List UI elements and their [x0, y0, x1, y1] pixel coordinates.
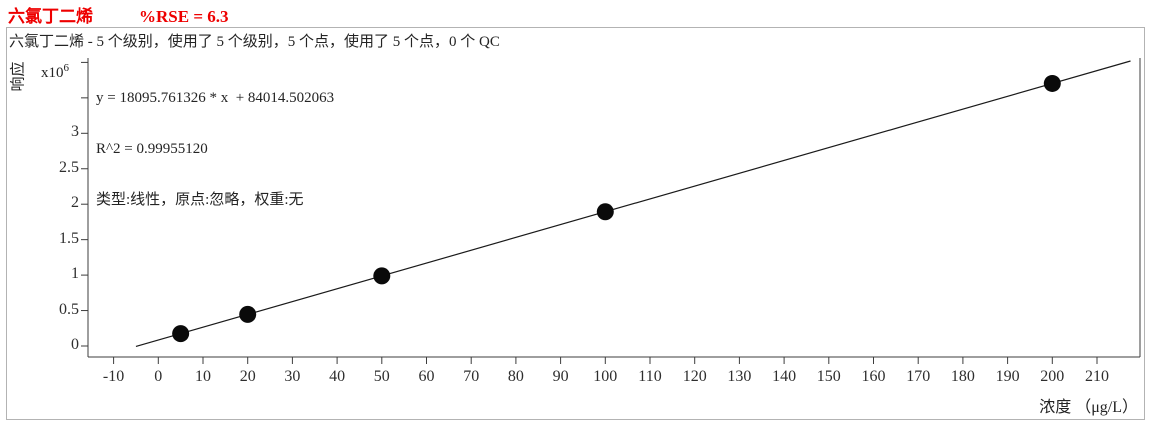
x-tick-label: 10	[195, 368, 211, 385]
y-tick-label: 0	[71, 336, 79, 353]
y-tick-label: 2.5	[59, 158, 79, 176]
fit-equation: y = 18095.761326 * x + 84014.502063	[96, 90, 335, 106]
y-tick-label: 0.5	[59, 300, 79, 318]
x-tick-label: 160	[861, 368, 886, 385]
calibration-point[interactable]	[239, 305, 257, 323]
compound-header: 六氯丁二烯 %RSE = 6.3	[8, 2, 229, 27]
chart-title: 六氯丁二烯 - 5 个级别，使用了 5 个级别，5 个点，使用了 5 个点，0 …	[9, 34, 500, 50]
x-tick-label: 140	[772, 368, 797, 385]
calibration-point[interactable]	[596, 203, 614, 221]
y-axis-multiplier: x106	[41, 62, 69, 82]
x-axis-label: 浓度 （μg/L）	[1039, 399, 1138, 416]
x-tick-label: 0	[154, 368, 163, 385]
calibration-point[interactable]	[1043, 74, 1061, 92]
x-tick-label: 150	[816, 368, 841, 385]
fit-settings: 类型:线性，原点:忽略，权重:无	[96, 192, 304, 208]
calibration-point[interactable]	[172, 325, 190, 343]
compound-name: 六氯丁二烯	[8, 7, 93, 26]
x-tick-label: 20	[239, 368, 256, 385]
x-tick-label: 210	[1085, 368, 1109, 385]
x-tick-label: 120	[682, 368, 707, 385]
y-tick-label: 3	[71, 123, 79, 141]
x-tick-label: 200	[1040, 368, 1065, 385]
calibration-chart-panel	[6, 27, 1145, 420]
x-tick-label: 170	[906, 368, 931, 385]
y-tick-label: 1	[71, 265, 79, 283]
regression-line	[135, 60, 1131, 348]
equation-block: y = 18095.761326 * x + 84014.502063 R^2 …	[96, 56, 334, 243]
x-tick-label: 70	[463, 368, 480, 385]
calibration-point[interactable]	[373, 267, 391, 285]
x-tick-label: 130	[727, 368, 752, 385]
x-tick-label: 60	[418, 368, 435, 385]
y-axis-multiplier-exponent: 6	[63, 62, 70, 74]
x-tick-label: 100	[593, 368, 618, 385]
x-tick-label: 30	[284, 368, 301, 385]
y-tick-label: 1.5	[59, 229, 79, 247]
x-tick-label: 50	[373, 368, 390, 385]
x-tick-label: 110	[638, 368, 662, 385]
x-tick-label: 80	[507, 368, 524, 385]
x-tick-label: -10	[102, 368, 125, 385]
x-tick-label: 40	[329, 368, 346, 385]
r-squared-value: R^2 = 0.99955120	[96, 141, 208, 157]
y-tick-label: 2	[71, 194, 79, 212]
x-tick-label: 90	[552, 368, 569, 385]
rse-value: %RSE = 6.3	[139, 7, 229, 26]
x-tick-label: 180	[950, 368, 975, 385]
y-axis-multiplier-base: x10	[41, 65, 64, 81]
x-tick-label: 190	[995, 368, 1020, 385]
